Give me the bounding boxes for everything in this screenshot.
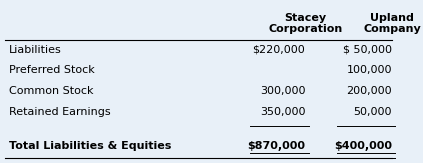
Text: 50,000: 50,000 xyxy=(354,107,392,117)
Text: $870,000: $870,000 xyxy=(247,141,305,151)
Text: 200,000: 200,000 xyxy=(346,86,392,96)
Text: 350,000: 350,000 xyxy=(260,107,305,117)
Text: $220,000: $220,000 xyxy=(253,45,305,55)
Text: Total Liabilities & Equities: Total Liabilities & Equities xyxy=(9,141,172,151)
Text: Stacey
Corporation: Stacey Corporation xyxy=(268,13,342,34)
Text: Preferred Stock: Preferred Stock xyxy=(9,66,95,75)
Text: Liabilities: Liabilities xyxy=(9,45,62,55)
Text: Common Stock: Common Stock xyxy=(9,86,94,96)
Text: Upland
Company: Upland Company xyxy=(363,13,421,34)
Text: $400,000: $400,000 xyxy=(334,141,392,151)
Text: 300,000: 300,000 xyxy=(260,86,305,96)
Text: Retained Earnings: Retained Earnings xyxy=(9,107,111,117)
Text: $ 50,000: $ 50,000 xyxy=(343,45,392,55)
Text: 100,000: 100,000 xyxy=(346,66,392,75)
